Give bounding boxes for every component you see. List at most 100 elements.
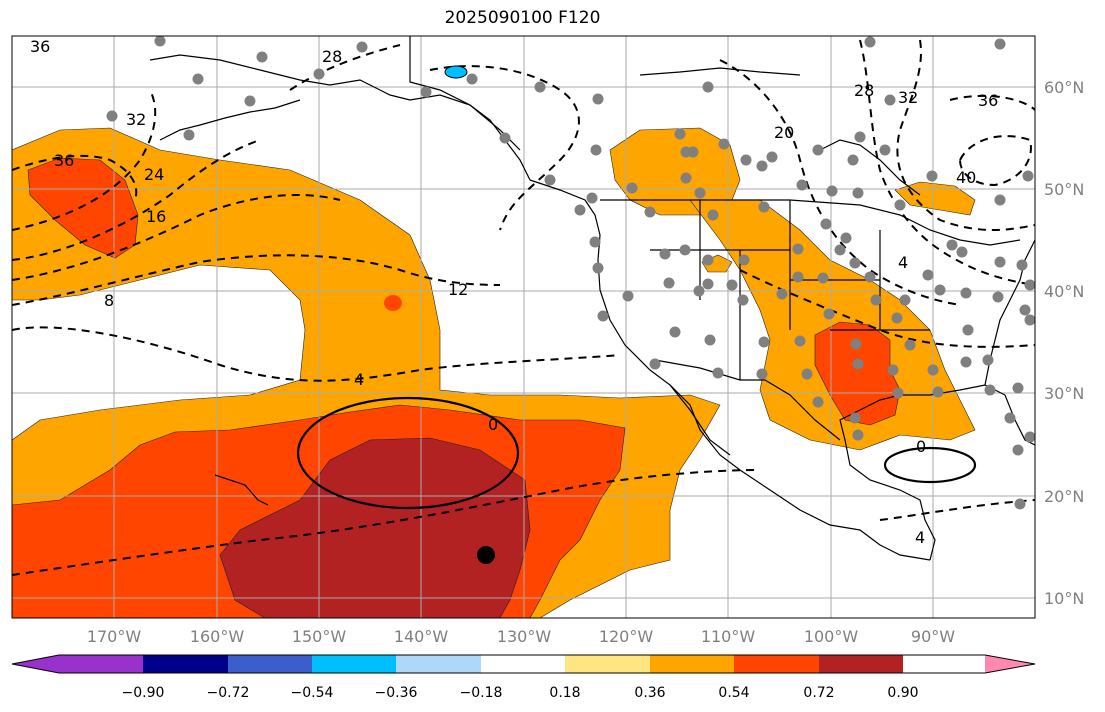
station-dot — [852, 187, 864, 199]
lon-label: 100°W — [804, 627, 859, 646]
station-dot — [244, 95, 256, 107]
station-dot — [702, 81, 714, 93]
station-dot — [926, 170, 938, 182]
station-dot — [854, 131, 866, 143]
lon-label: 110°W — [701, 627, 756, 646]
lon-label: 130°W — [497, 627, 552, 646]
contour-24 — [12, 139, 261, 261]
contour-28-east — [859, 39, 1035, 286]
station-dot — [313, 68, 325, 80]
station-dot — [738, 254, 750, 266]
station-dot — [1004, 412, 1016, 424]
station-dot — [687, 146, 699, 158]
station-dot — [934, 284, 946, 296]
station-dot — [812, 396, 824, 408]
station-dot — [589, 236, 601, 248]
contour-south — [12, 469, 761, 576]
zero-contours — [296, 396, 977, 510]
station-dot — [892, 387, 904, 399]
colorbar: −0.90 −0.72 −0.54 −0.36 −0.18 0.18 0.36 … — [11, 654, 1036, 701]
colorbar-tick-label: −0.36 — [375, 685, 418, 701]
station-dot — [674, 128, 686, 140]
station-dot — [106, 110, 118, 122]
colorbar-tick-label: −0.90 — [122, 685, 165, 701]
colorbar-segment — [481, 655, 565, 673]
zero-contour-pacific — [296, 396, 520, 510]
contour-alaska-loop — [429, 65, 580, 231]
contour-40-loop — [959, 135, 1032, 187]
shade-texas-core — [814, 321, 901, 426]
colorbar-tick-label: 0.90 — [887, 685, 918, 701]
colorbar-extend-right — [985, 655, 1035, 673]
station-dot — [756, 368, 768, 380]
station-dot — [852, 429, 864, 441]
colorbar-tick-label: −0.18 — [460, 685, 503, 701]
station-dot — [590, 144, 602, 156]
colorbar-tick-label: 0.18 — [549, 685, 580, 701]
station-dot — [1019, 304, 1031, 316]
contour-label-24: 24 — [144, 165, 164, 184]
lon-label: 160°W — [190, 627, 245, 646]
station-dot — [887, 364, 899, 376]
shade-plains — [689, 199, 976, 451]
station-dot — [649, 358, 661, 370]
shade-max-core — [219, 437, 531, 618]
station-dot — [864, 271, 876, 283]
contour-label-0-pacific: 0 — [488, 415, 498, 434]
contour-label-0-gulf: 0 — [916, 437, 926, 456]
station-dot — [904, 339, 916, 351]
station-markers — [106, 36, 1035, 510]
contour-gulf-4 — [879, 499, 1035, 521]
station-dot — [256, 51, 268, 63]
shade-great-lakes — [894, 181, 976, 216]
station-dot — [870, 294, 882, 306]
station-dot — [680, 172, 692, 184]
station-dot — [984, 384, 996, 396]
station-dot — [183, 129, 195, 141]
station-dot — [693, 285, 705, 297]
station-dot — [694, 187, 706, 199]
station-dot — [356, 41, 368, 53]
station-dot — [982, 354, 994, 366]
contour-label-36-nw: 36 — [30, 37, 50, 56]
station-dot — [702, 278, 714, 290]
station-dot — [704, 334, 716, 346]
lon-label: 120°W — [599, 627, 654, 646]
map-frame — [11, 35, 1036, 619]
colorbar-extend-left — [12, 655, 59, 673]
station-dot — [534, 81, 546, 93]
station-dot — [702, 254, 714, 266]
lon-label: 90°W — [911, 627, 955, 646]
station-dot — [826, 185, 838, 197]
station-dot — [922, 269, 934, 281]
station-dot — [766, 151, 778, 163]
station-dot — [1016, 259, 1028, 271]
colorbar-tick-label: 0.72 — [803, 685, 834, 701]
contour-label-4-gulf: 4 — [915, 528, 925, 547]
station-dot — [960, 356, 972, 368]
station-dot — [932, 386, 944, 398]
contour-label-8: 8 — [104, 291, 114, 310]
station-dot — [712, 367, 724, 379]
station-dot — [707, 209, 719, 221]
contour-label-12: 12 — [448, 280, 468, 299]
station-dot — [1024, 314, 1035, 326]
colorbar-segment — [734, 655, 819, 673]
colorbar-segment — [143, 655, 228, 673]
station-dot — [659, 248, 671, 260]
colorbar-segment — [819, 655, 903, 673]
contour-20 — [719, 59, 961, 306]
contour-label-16: 16 — [146, 207, 166, 226]
station-dot — [597, 310, 609, 322]
station-dot — [740, 154, 752, 166]
lat-label: 30°N — [1044, 384, 1084, 403]
hawaii-islands — [214, 474, 269, 506]
contour-label-36-e: 36 — [978, 91, 998, 110]
station-dot — [960, 287, 972, 299]
station-dot — [1014, 498, 1026, 510]
station-dot — [847, 154, 859, 166]
station-dot — [758, 336, 770, 348]
colorbar-segment — [312, 655, 396, 673]
station-dot — [726, 279, 738, 291]
